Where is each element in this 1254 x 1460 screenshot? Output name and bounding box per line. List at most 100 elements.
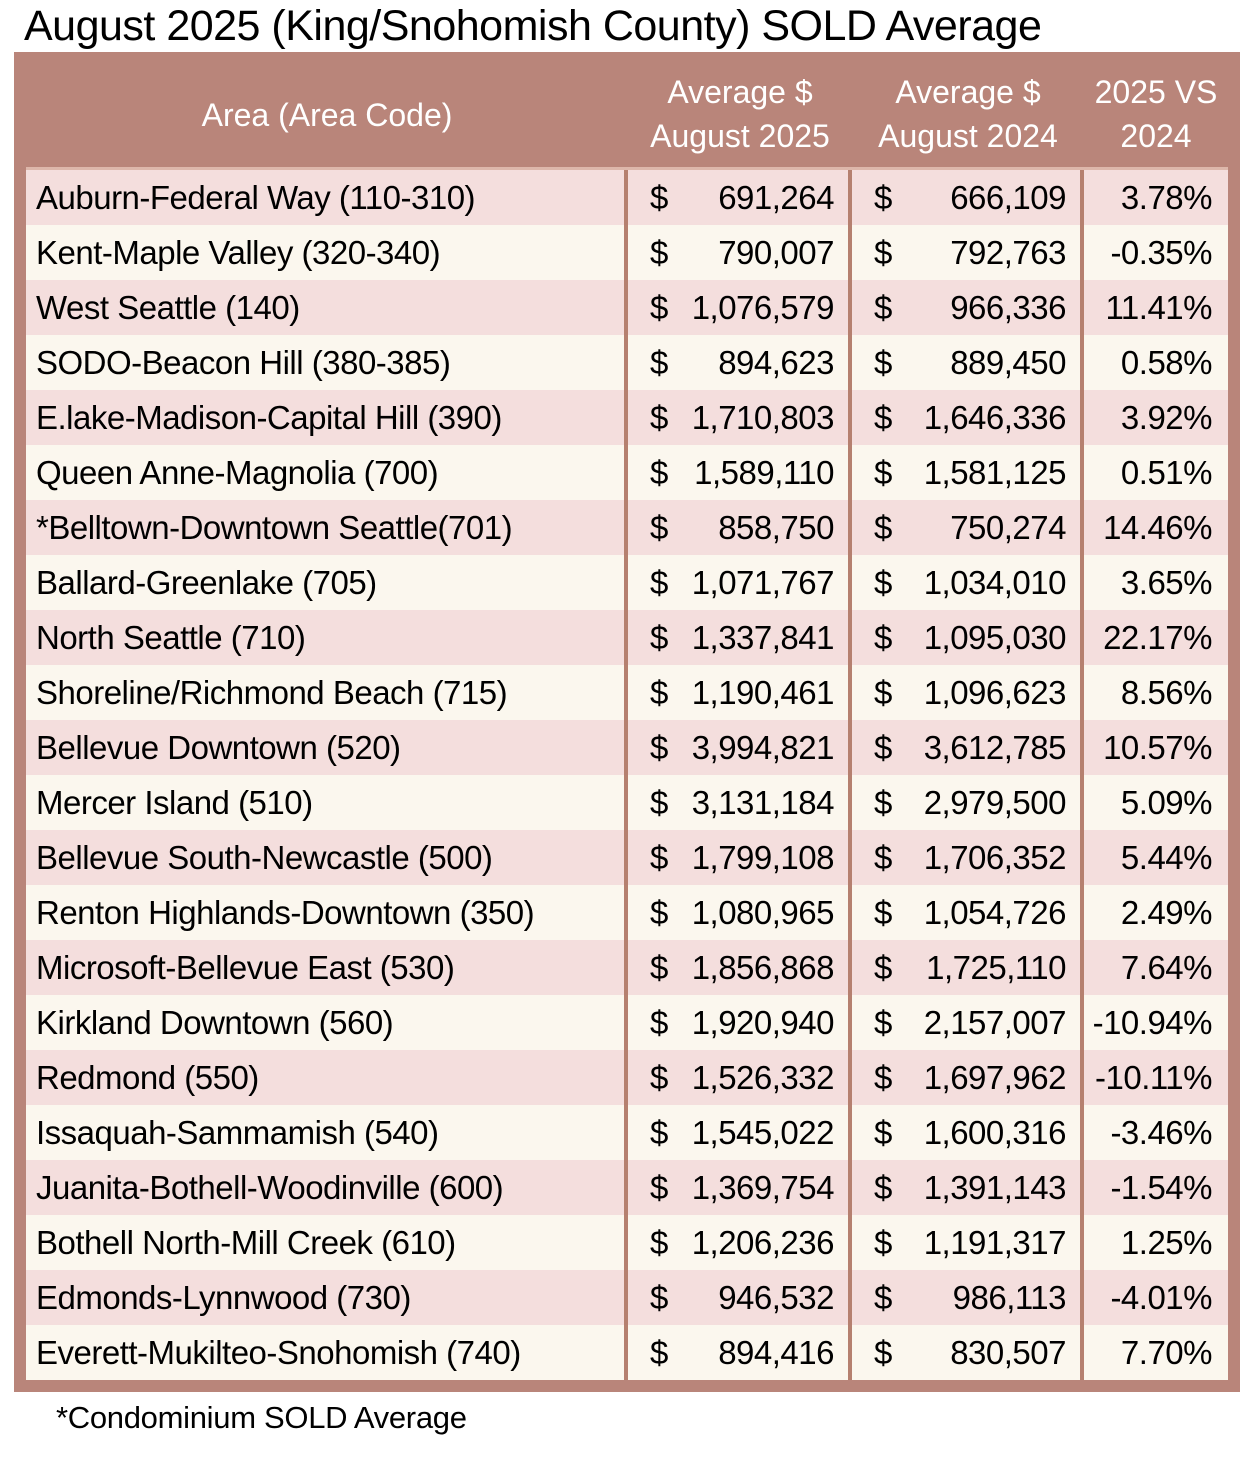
avg-aug-2024-cell: $889,450 xyxy=(852,335,1084,390)
table-row: Bothell North-Mill Creek (610) $1,206,236… xyxy=(26,1215,1228,1270)
header-avg-aug-2025-column: Average $ August 2025 xyxy=(628,64,852,167)
change-vs-2024-cell: 14.46% xyxy=(1103,508,1212,546)
avg-aug-2025-amount: 1,799,108 xyxy=(691,838,835,876)
change-vs-2024-cell: 1.25% xyxy=(1120,1223,1213,1261)
change-vs-2024-cell: 10.57% xyxy=(1103,728,1212,766)
avg-aug-2024-amount: 1,034,010 xyxy=(923,563,1067,601)
avg-aug-2024-amount: 1,191,317 xyxy=(923,1223,1067,1261)
area-cell: Issaquah-Sammamish (540) xyxy=(26,1105,628,1160)
header-change-line1: 2025 VS xyxy=(1094,74,1218,110)
avg-aug-2025-cell: $1,337,841 xyxy=(628,610,852,665)
avg-aug-2025-cell: $691,264 xyxy=(628,170,852,225)
table-header-row: Area (Area Code) Average $ August 2025 A… xyxy=(26,64,1228,170)
change-vs-2024-cell: -10.94% xyxy=(1092,1003,1213,1041)
dollar-sign: $ xyxy=(650,233,668,271)
dollar-sign: $ xyxy=(874,673,892,711)
avg-aug-2025-amount: 1,856,868 xyxy=(691,948,835,986)
avg-aug-2025-amount: 3,994,821 xyxy=(691,728,835,766)
avg-aug-2024-cell: $1,054,726 xyxy=(852,885,1084,940)
avg-aug-2024-cell: $750,274 xyxy=(852,500,1084,555)
table-row: Redmond (550) $1,526,332 $1,697,962 -10.11% xyxy=(26,1050,1228,1105)
avg-aug-2025-amount: 691,264 xyxy=(718,178,834,216)
area-cell: Bothell North-Mill Creek (610) xyxy=(26,1215,628,1270)
avg-aug-2024-amount: 1,096,623 xyxy=(923,673,1067,711)
area-cell: Shoreline/Richmond Beach (715) xyxy=(26,665,628,720)
area-cell: North Seattle (710) xyxy=(26,610,628,665)
sold-average-table: Area (Area Code) Average $ August 2025 A… xyxy=(14,52,1240,1392)
avg-aug-2024-amount: 1,646,336 xyxy=(923,398,1067,436)
area-cell: Bellevue Downtown (520) xyxy=(26,720,628,775)
dollar-sign: $ xyxy=(874,1168,892,1206)
dollar-sign: $ xyxy=(874,233,892,271)
avg-aug-2025-amount: 1,545,022 xyxy=(691,1113,835,1151)
avg-aug-2024-cell: $2,157,007 xyxy=(852,995,1084,1050)
area-cell: Redmond (550) xyxy=(26,1050,628,1105)
table-row: Shoreline/Richmond Beach (715) $1,190,461… xyxy=(26,665,1228,720)
page-title: August 2025 (King/Snohomish County) SOLD… xyxy=(24,2,1042,50)
dollar-sign: $ xyxy=(874,343,892,381)
avg-aug-2024-cell: $1,706,352 xyxy=(852,830,1084,885)
change-vs-2024-cell: 7.70% xyxy=(1120,1333,1213,1371)
avg-aug-2025-cell: $1,920,940 xyxy=(628,995,852,1050)
avg-aug-2025-amount: 894,623 xyxy=(718,343,834,381)
header-avg-2024-line2: August 2024 xyxy=(878,118,1058,154)
change-vs-2024-cell: 3.92% xyxy=(1120,398,1213,436)
avg-aug-2025-amount: 1,369,754 xyxy=(691,1168,835,1206)
table-row: Microsoft-Bellevue East (530) $1,856,868 $… xyxy=(26,940,1228,995)
dollar-sign: $ xyxy=(874,838,892,876)
dollar-sign: $ xyxy=(874,178,892,216)
avg-aug-2025-cell: $894,416 xyxy=(628,1325,852,1380)
area-cell: Kent-Maple Valley (320-340) xyxy=(26,225,628,280)
avg-aug-2025-cell: $1,190,461 xyxy=(628,665,852,720)
table-row: North Seattle (710) $1,337,841 $1,095,030 2… xyxy=(26,610,1228,665)
change-vs-2024-cell: -10.11% xyxy=(1095,1058,1212,1096)
dollar-sign: $ xyxy=(650,1003,668,1041)
table-row: Ballard-Greenlake (705) $1,071,767 $1,034,… xyxy=(26,555,1228,610)
avg-aug-2024-cell: $1,191,317 xyxy=(852,1215,1084,1270)
area-cell: *Belltown-Downtown Seattle(701) xyxy=(26,500,628,555)
avg-aug-2024-amount: 666,109 xyxy=(950,178,1066,216)
avg-aug-2025-cell: $894,623 xyxy=(628,335,852,390)
table-row: Mercer Island (510) $3,131,184 $2,979,500 5… xyxy=(26,775,1228,830)
avg-aug-2024-cell: $1,646,336 xyxy=(852,390,1084,445)
avg-aug-2024-amount: 792,763 xyxy=(950,233,1066,271)
area-cell: Mercer Island (510) xyxy=(26,775,628,830)
avg-aug-2024-cell: $666,109 xyxy=(852,170,1084,225)
dollar-sign: $ xyxy=(650,948,668,986)
table-row: Everett-Mukilteo-Snohomish (740) $894,416… xyxy=(26,1325,1228,1380)
avg-aug-2024-amount: 3,612,785 xyxy=(923,728,1067,766)
table-row: West Seattle (140) $1,076,579 $966,336 11.4… xyxy=(26,280,1228,335)
dollar-sign: $ xyxy=(650,1278,668,1316)
area-cell: Bellevue South-Newcastle (500) xyxy=(26,830,628,885)
dollar-sign: $ xyxy=(874,508,892,546)
avg-aug-2024-cell: $1,096,623 xyxy=(852,665,1084,720)
avg-aug-2024-cell: $986,113 xyxy=(852,1270,1084,1325)
dollar-sign: $ xyxy=(874,398,892,436)
avg-aug-2025-cell: $790,007 xyxy=(628,225,852,280)
avg-aug-2025-cell: $1,526,332 xyxy=(628,1050,852,1105)
dollar-sign: $ xyxy=(874,563,892,601)
avg-aug-2024-cell: $966,336 xyxy=(852,280,1084,335)
condominium-footnote: *Condominium SOLD Average xyxy=(56,1400,467,1435)
avg-aug-2025-cell: $1,856,868 xyxy=(628,940,852,995)
avg-aug-2025-amount: 3,131,184 xyxy=(691,783,835,821)
area-cell: Microsoft-Bellevue East (530) xyxy=(26,940,628,995)
dollar-sign: $ xyxy=(650,673,668,711)
dollar-sign: $ xyxy=(650,1168,668,1206)
avg-aug-2025-cell: $1,071,767 xyxy=(628,555,852,610)
avg-aug-2025-cell: $858,750 xyxy=(628,500,852,555)
avg-aug-2024-cell: $1,095,030 xyxy=(852,610,1084,665)
avg-aug-2024-cell: $1,391,143 xyxy=(852,1160,1084,1215)
avg-aug-2025-cell: $3,131,184 xyxy=(628,775,852,830)
avg-aug-2025-cell: $1,076,579 xyxy=(628,280,852,335)
avg-aug-2024-cell: $792,763 xyxy=(852,225,1084,280)
avg-aug-2025-amount: 858,750 xyxy=(718,508,834,546)
dollar-sign: $ xyxy=(650,453,668,491)
dollar-sign: $ xyxy=(874,783,892,821)
dollar-sign: $ xyxy=(650,1058,668,1096)
table-row: Edmonds-Lynnwood (730) $946,532 $986,113 -4… xyxy=(26,1270,1228,1325)
avg-aug-2025-amount: 894,416 xyxy=(718,1333,834,1371)
avg-aug-2024-amount: 1,725,110 xyxy=(926,948,1066,986)
table-row: *Belltown-Downtown Seattle(701) $858,750 $… xyxy=(26,500,1228,555)
change-vs-2024-cell: 22.17% xyxy=(1103,618,1212,656)
